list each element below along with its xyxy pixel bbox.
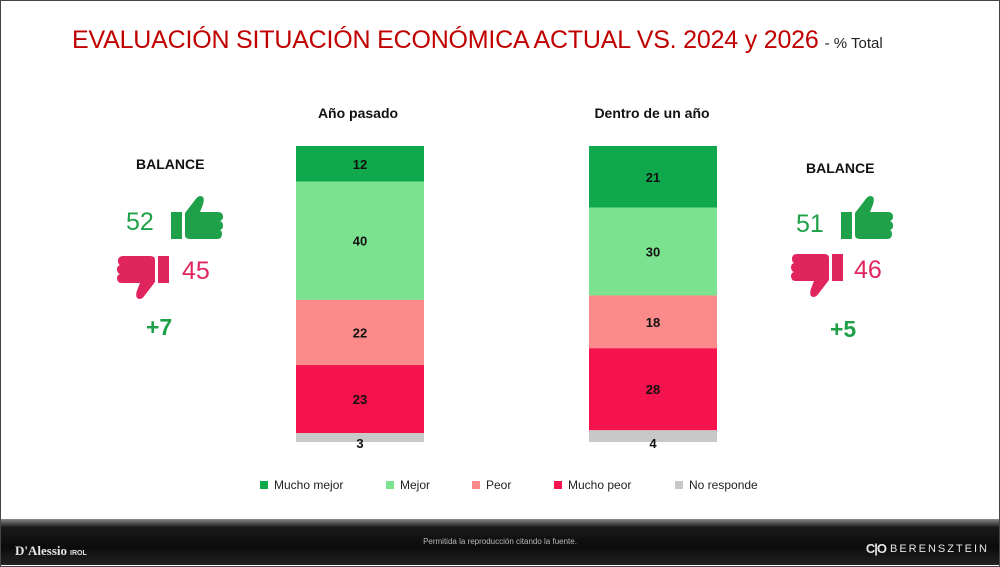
thumbs-up-icon <box>841 196 893 239</box>
legend-label: No responde <box>689 478 758 492</box>
legend-swatch <box>675 481 683 489</box>
legend-label: Peor <box>486 478 512 492</box>
thumbs-down-icon <box>791 254 843 297</box>
data-label-1-3: 28 <box>646 382 660 397</box>
legend-item-no-responde: No responde <box>675 478 758 492</box>
data-label-1-1: 30 <box>646 245 660 260</box>
balance-net-left: +7 <box>146 314 173 340</box>
legend-swatch <box>260 481 268 489</box>
dalessio-logo-sub: IROL <box>70 550 87 557</box>
data-label-0-3: 23 <box>353 392 367 407</box>
bar-segment-1-3 <box>589 348 717 431</box>
legend-item-peor: Peor <box>472 478 511 492</box>
data-label-0-4: 3 <box>356 436 363 451</box>
balance-title-right: BALANCE <box>806 160 875 176</box>
chart-subtitle: - % Total <box>824 35 883 52</box>
data-label-0-2: 22 <box>353 325 367 340</box>
bar-segment-0-0 <box>296 146 424 182</box>
dalessio-logo: D'Alessio IROL <box>15 543 87 559</box>
bar-segment-1-0 <box>589 146 717 208</box>
category-label-0: Año pasado <box>317 105 399 121</box>
data-label-1-2: 18 <box>646 315 660 330</box>
category-label-1: Dentro de un año <box>594 105 710 121</box>
balance-positive-left: 52 <box>126 208 154 236</box>
balance-negative-right: 46 <box>854 256 882 284</box>
chart-title: EVALUACIÓN SITUACIÓN ECONÓMICA ACTUAL VS… <box>72 26 819 54</box>
balance-negative-left: 45 <box>182 257 210 285</box>
bar-segment-1-4 <box>589 430 717 442</box>
berensztein-logo: C|O BERENSZTEIN <box>866 541 989 556</box>
thumbs-up-icon <box>171 196 223 239</box>
bar-segment-1-1 <box>589 207 717 296</box>
legend-item-mucho-mejor: Mucho mejor <box>260 478 343 492</box>
legend-label: Mucho mejor <box>274 478 344 492</box>
legend-label: Mejor <box>400 478 431 492</box>
bar-segment-0-1 <box>296 181 424 300</box>
legend-item-mejor: Mejor <box>386 478 430 492</box>
legend-swatch <box>554 481 562 489</box>
bar-segment-1-2 <box>589 295 717 349</box>
data-label-1-0: 21 <box>646 170 660 185</box>
bar-segment-0-4 <box>296 433 424 442</box>
footer-note: Permitida la reproducción citando la fue… <box>423 537 577 546</box>
legend-label: Mucho peor <box>568 478 632 492</box>
data-label-1-4: 4 <box>649 436 657 451</box>
legend-item-mucho-peor: Mucho peor <box>554 478 631 492</box>
data-label-0-1: 40 <box>353 234 367 249</box>
data-label-0-0: 12 <box>353 157 367 172</box>
chart-legend: Mucho mejor Mejor Peor Mucho peor No res… <box>0 478 1000 494</box>
bar-segment-0-2 <box>296 299 424 366</box>
balance-title-left: BALANCE <box>136 156 205 172</box>
chart-title-block: EVALUACIÓN SITUACIÓN ECONÓMICA ACTUAL VS… <box>72 26 883 55</box>
thumbs-down-icon <box>117 256 169 299</box>
legend-swatch <box>386 481 394 489</box>
balance-net-right: +5 <box>830 316 857 342</box>
legend-swatch <box>472 481 480 489</box>
berensztein-logo-text: BERENSZTEIN <box>889 542 989 555</box>
balance-positive-right: 51 <box>796 210 824 238</box>
rings-icon: C|O <box>865 541 887 556</box>
bar-segment-0-3 <box>296 365 424 434</box>
footer-bar: D'Alessio IROL Permitida la reproducción … <box>1 519 999 565</box>
dalessio-logo-text: D'Alessio <box>15 543 67 558</box>
